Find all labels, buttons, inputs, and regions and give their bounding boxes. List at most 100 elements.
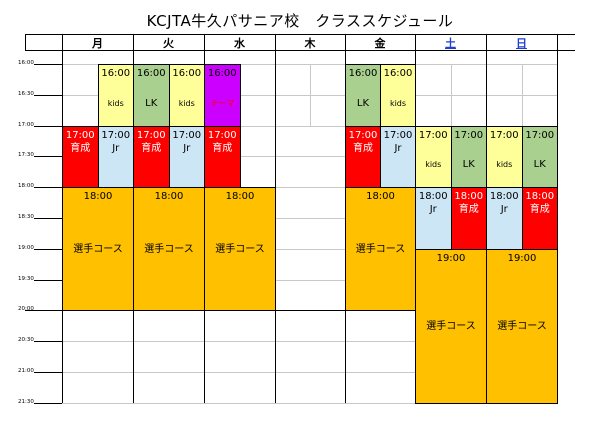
- class-block-sat-lk[interactable]: 17:00 LK: [450, 125, 487, 189]
- class-block-mon-jr[interactable]: 17:00 Jr: [97, 125, 134, 189]
- class-start-time: 17:00: [348, 129, 378, 141]
- class-block-tue-senshu[interactable]: 18:00 選手コース: [133, 187, 205, 312]
- hour-tick: [34, 248, 62, 250]
- class-block-mon-kids[interactable]: 16:00 kids: [97, 64, 134, 127]
- time-gridline: [62, 248, 557, 250]
- class-block-sat-kids[interactable]: 17:00 kids: [415, 125, 452, 189]
- class-name: 選手コース: [497, 320, 547, 332]
- class-start-time: 18:00: [454, 191, 484, 203]
- class-block-fri-senshu[interactable]: 18:00 選手コース: [345, 187, 416, 312]
- class-start-time: 18:00: [366, 191, 395, 203]
- time-label: 17:30: [18, 152, 34, 159]
- class-start-time: 17:00: [65, 129, 95, 141]
- class-name: kids: [496, 160, 513, 170]
- class-block-sun-jr[interactable]: 18:00 Jr: [486, 187, 523, 250]
- class-start-time: 16:00: [348, 68, 378, 79]
- class-block-sun-senshu[interactable]: 19:00 選手コース: [486, 248, 558, 404]
- class-start-time: 19:00: [507, 252, 537, 264]
- time-label: 16:30: [18, 90, 34, 97]
- time-gridline: [62, 279, 557, 281]
- class-start-time: 16:00: [383, 68, 413, 79]
- class-block-fri-lk[interactable]: 16:00 LK: [345, 64, 381, 127]
- time-label: 19:30: [18, 275, 34, 282]
- time-gridline: [62, 402, 557, 404]
- time-gridline: [62, 125, 557, 127]
- class-block-fri-kids[interactable]: 16:00 kids: [380, 64, 416, 127]
- class-block-sun-lk[interactable]: 17:00 LK: [521, 125, 558, 189]
- class-start-time: 16:00: [172, 68, 202, 79]
- class-start-time: 17:00: [454, 129, 484, 141]
- class-block-mon-ikusei[interactable]: 17:00 育成: [62, 125, 99, 189]
- class-name: 育成: [529, 204, 550, 216]
- class-start-time: 18:00: [418, 191, 448, 203]
- subcolumn-gridline: [310, 64, 311, 126]
- class-block-wed-theme[interactable]: 16:00 テーマ: [204, 64, 241, 127]
- hour-tick: [34, 341, 62, 343]
- time-column-rule: [25, 34, 26, 50]
- class-name: 選手コース: [355, 243, 406, 255]
- time-gridline: [62, 64, 557, 65]
- time-label: 20:00: [18, 306, 34, 313]
- class-name: kids: [178, 98, 195, 108]
- class-block-wed-ikusei[interactable]: 17:00 育成: [204, 125, 241, 189]
- time-label: 19:00: [18, 244, 34, 251]
- class-block-tue-ikusei[interactable]: 17:00 育成: [133, 125, 170, 189]
- class-block-mon-senshu[interactable]: 18:00 選手コース: [62, 187, 134, 312]
- class-start-time: 17:00: [418, 129, 448, 141]
- class-name: 選手コース: [215, 243, 265, 255]
- class-start-time: 17:00: [101, 129, 131, 141]
- class-start-time: 17:00: [136, 129, 166, 141]
- class-name: LK: [356, 97, 370, 109]
- class-block-sun-ikusei[interactable]: 18:00 育成: [521, 187, 558, 250]
- time-gridline: [62, 187, 557, 189]
- hour-tick: [34, 125, 62, 127]
- day-header-thu: 木: [304, 37, 316, 50]
- time-label: 16:00: [18, 60, 34, 66]
- hour-tick: [34, 156, 62, 158]
- bottom-rule: [25, 310, 415, 312]
- class-name: 選手コース: [73, 243, 123, 255]
- hour-tick: [34, 187, 62, 189]
- time-label: 17:00: [18, 121, 34, 128]
- hour-tick: [34, 372, 62, 373]
- time-gridline: [62, 218, 557, 219]
- class-start-time: 16:00: [207, 68, 237, 79]
- class-name: テーマ: [210, 98, 235, 108]
- hour-tick: [34, 64, 62, 65]
- header-rule: [25, 34, 575, 35]
- time-gridline: [62, 372, 557, 373]
- class-block-tue-jr[interactable]: 17:00 Jr: [168, 125, 205, 189]
- class-block-tue-lk[interactable]: 16:00 LK: [133, 64, 170, 127]
- class-block-sun-kids[interactable]: 17:00 kids: [486, 125, 523, 189]
- class-block-tue-kids[interactable]: 16:00 kids: [168, 64, 205, 127]
- class-name: 選手コース: [426, 320, 476, 332]
- class-block-fri-jr[interactable]: 17:00 Jr: [380, 125, 416, 189]
- class-block-sat-jr[interactable]: 18:00 Jr: [415, 187, 452, 250]
- hour-tick: [34, 94, 62, 96]
- day-header-sun: 日: [516, 37, 527, 50]
- class-block-sat-ikusei[interactable]: 18:00 育成: [450, 187, 487, 250]
- time-gridline: [62, 94, 557, 96]
- class-block-wed-senshu[interactable]: 18:00 選手コース: [204, 187, 276, 312]
- class-block-fri-ikusei[interactable]: 17:00 育成: [345, 125, 381, 189]
- subcolumn-gridline: [521, 64, 523, 126]
- class-start-time: 17:00: [525, 129, 555, 141]
- class-start-time: 18:00: [154, 191, 184, 203]
- time-label: 18:30: [18, 214, 34, 220]
- class-name: Jr: [394, 142, 402, 154]
- class-name: 育成: [212, 142, 233, 154]
- hour-tick: [34, 218, 62, 219]
- day-header-wed: 水: [234, 37, 245, 50]
- class-name: Jr: [112, 142, 120, 154]
- class-name: 育成: [458, 204, 479, 216]
- hour-tick: [34, 402, 62, 404]
- time-label: 18:00: [18, 183, 34, 190]
- time-gridline: [62, 156, 557, 158]
- class-name: kids: [107, 98, 124, 108]
- class-name: Jr: [500, 204, 508, 216]
- class-block-sat-senshu[interactable]: 19:00 選手コース: [415, 248, 487, 404]
- class-start-time: 17:00: [172, 129, 202, 141]
- class-name: 選手コース: [144, 243, 194, 255]
- class-start-time: 18:00: [525, 191, 555, 203]
